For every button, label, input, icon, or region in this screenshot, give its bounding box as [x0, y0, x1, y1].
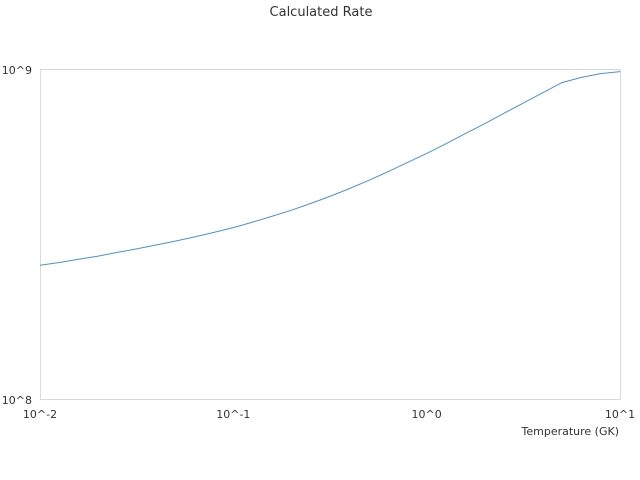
y-tick-label: 10^9 — [2, 64, 32, 77]
y-tick-label: 10^8 — [2, 394, 32, 407]
plot-area — [40, 69, 621, 400]
y-tick-labels: 10^8 10^9 — [2, 64, 32, 407]
rate-series-line — [39, 71, 621, 266]
chart-title: Calculated Rate — [270, 5, 373, 20]
x-tick-label: 10^1 — [605, 408, 635, 421]
x-axis-label: Temperature (GK) — [521, 425, 620, 438]
x-tick-labels: 10^-2 10^-1 10^0 10^1 — [23, 408, 635, 421]
x-tick-label: 10^-2 — [23, 408, 57, 421]
x-tick-label: 10^-1 — [216, 408, 250, 421]
x-tick-label: 10^0 — [412, 408, 442, 421]
